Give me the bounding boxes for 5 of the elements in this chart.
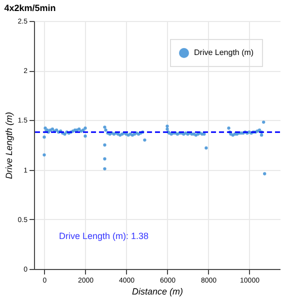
x-axis-title: Distance (m)	[132, 286, 184, 296]
y-axis-title: Drive Length (m)	[4, 112, 14, 180]
legend-label: Drive Length (m)	[194, 48, 254, 57]
annotation: Drive Length (m): 1.38	[59, 231, 149, 241]
chart-title: 4x2km/5min	[4, 3, 56, 13]
